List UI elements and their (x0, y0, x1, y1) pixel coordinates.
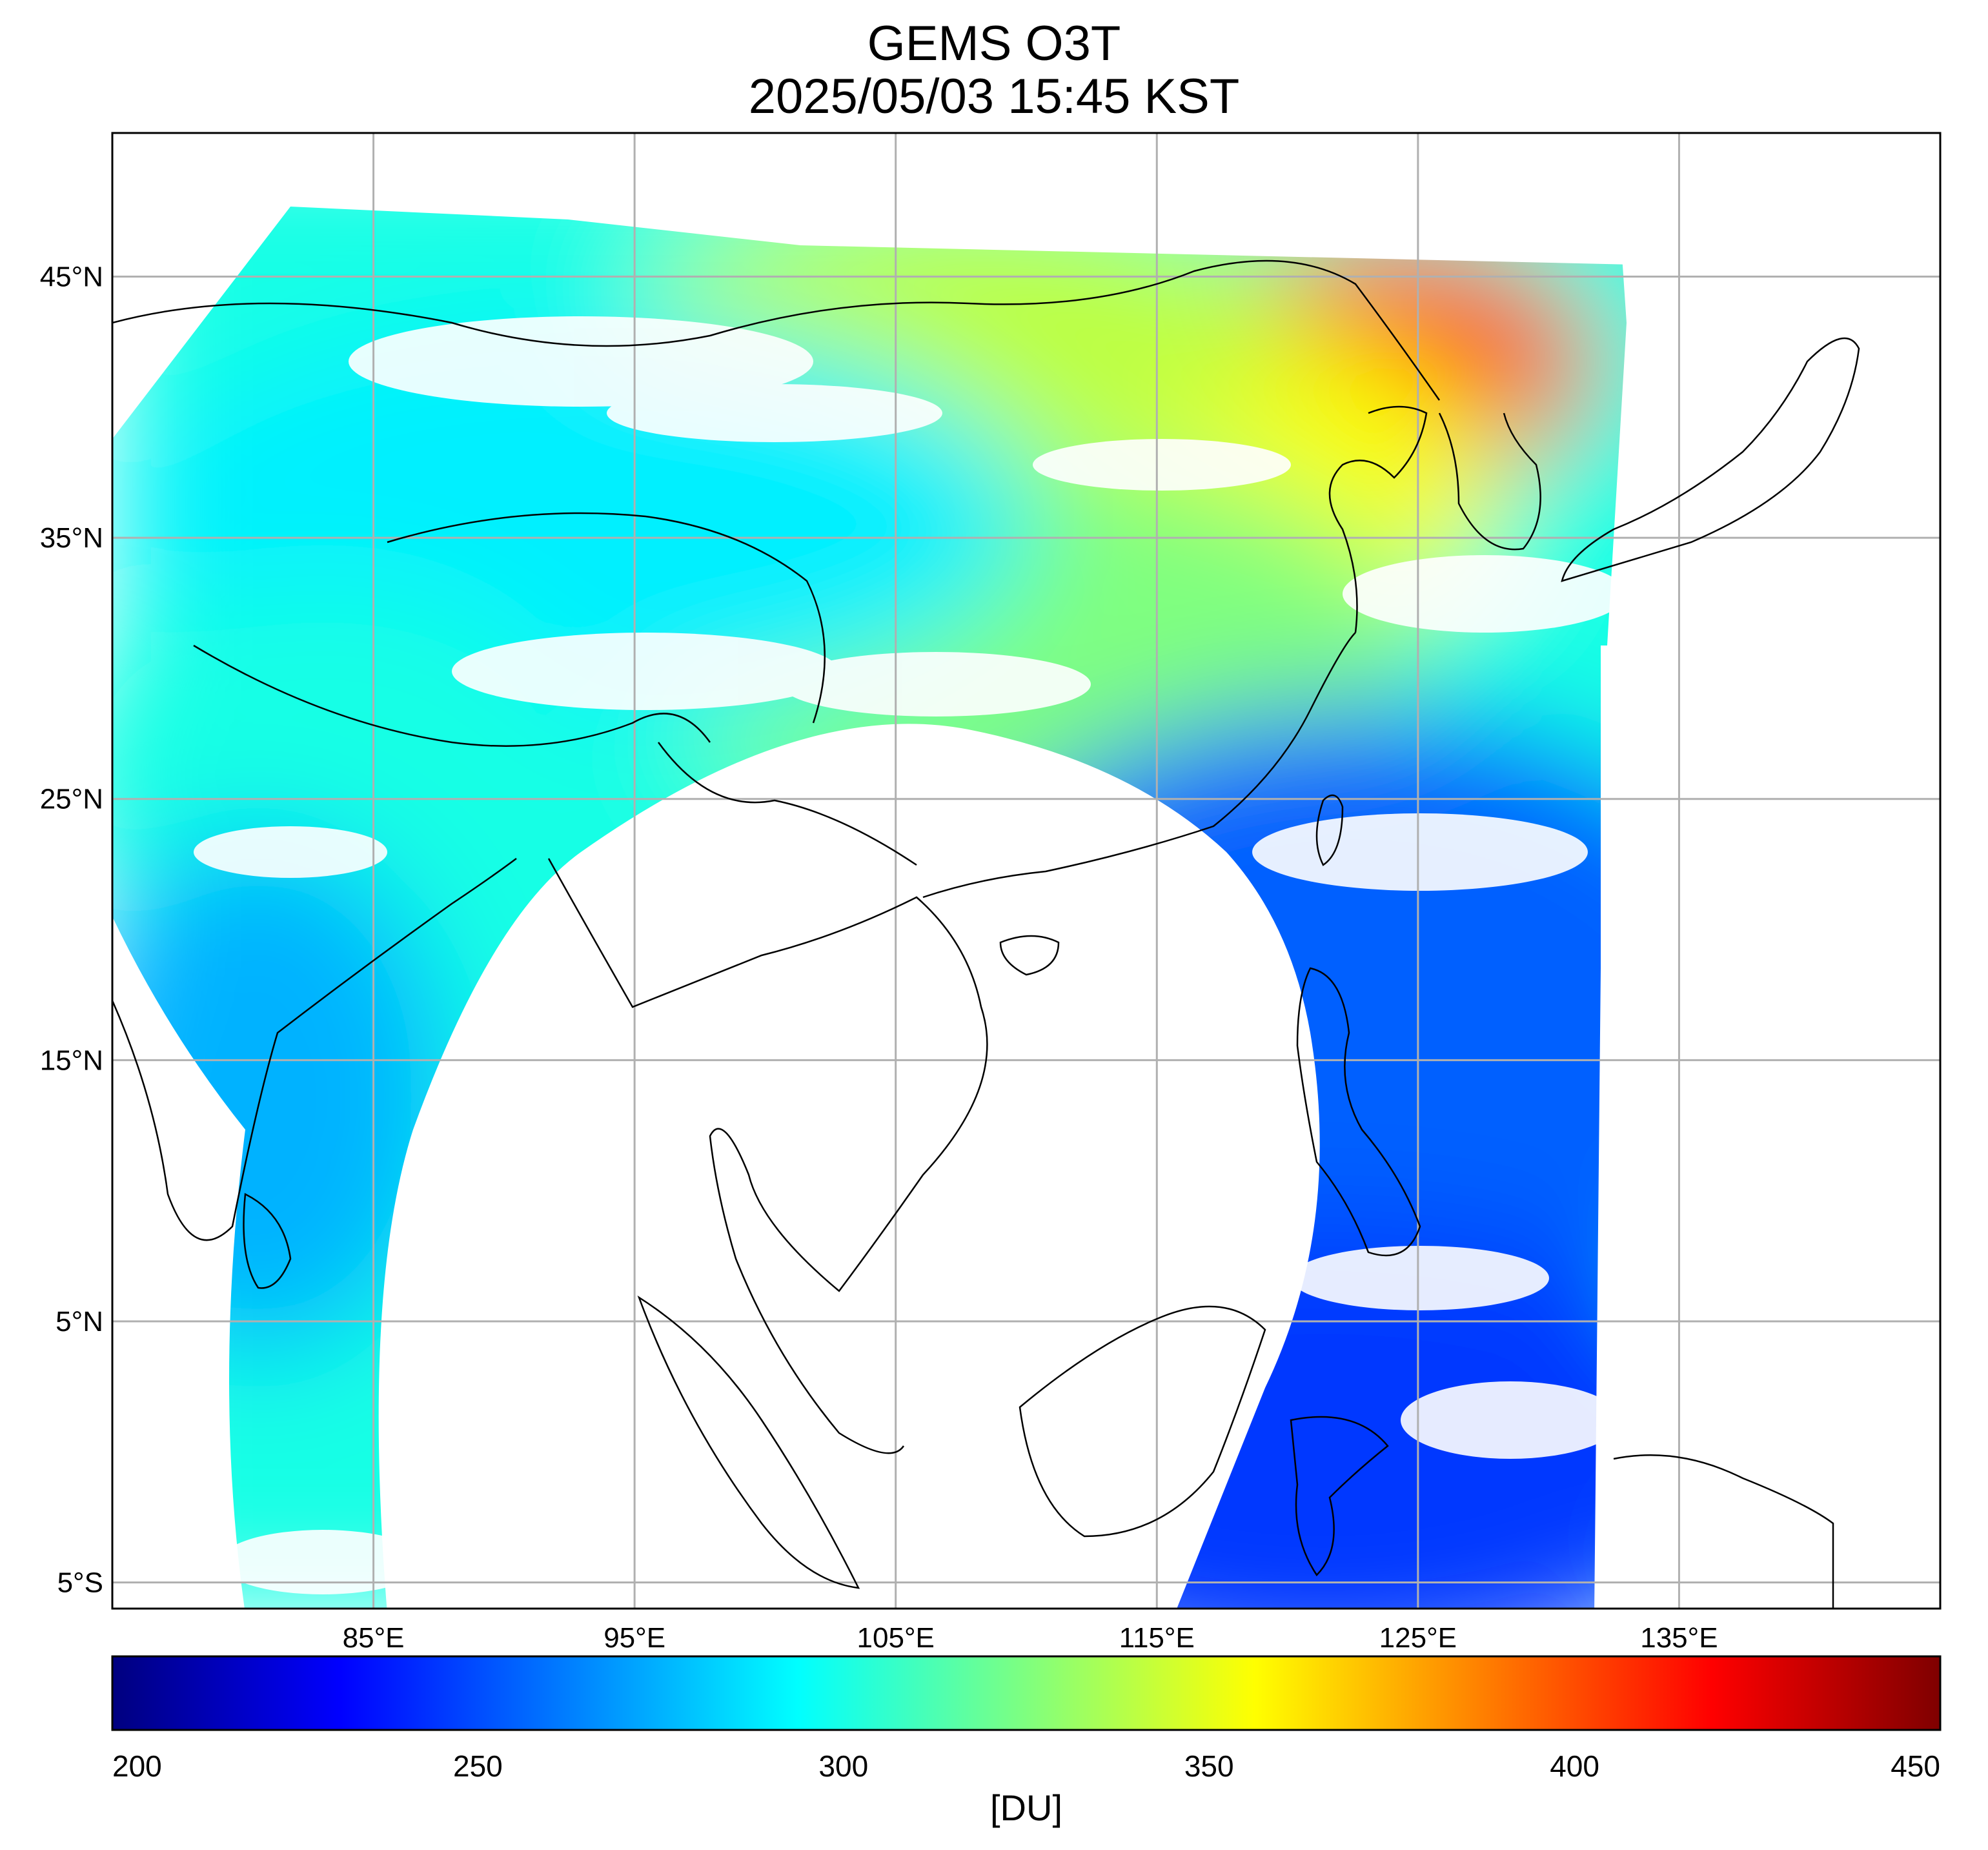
coastline-borneo (1019, 1305, 1266, 1538)
coastline-korea (1438, 412, 1541, 551)
coastline-taiwan (1315, 794, 1344, 866)
no-data-north (112, 133, 1940, 439)
latitude-labels: 45°N 35°N 25°N 15°N 5°N 5°S (40, 261, 103, 1599)
border-china-south (657, 742, 917, 866)
coastline-sumatra (637, 1295, 860, 1589)
map-title: GEMS O3T (867, 16, 1121, 71)
coastline-east-china (1328, 405, 1428, 633)
coastline-india (112, 857, 517, 1241)
map-datetime: 2025/05/03 15:45 KST (748, 69, 1240, 124)
coastline-indochina (547, 858, 988, 1454)
coastline-south-china (922, 632, 1356, 899)
border-tibet (387, 512, 826, 724)
ozone-field (112, 133, 1940, 1609)
coastline-hainan (999, 935, 1060, 976)
colorbar-tick-label: 200 (112, 1749, 162, 1783)
lat-tick-label: 45°N (40, 261, 103, 293)
colorbar-tick-label: 300 (818, 1749, 868, 1783)
colorbar-tick-label: 400 (1550, 1749, 1599, 1783)
coastline-new-guinea (1613, 1454, 1834, 1609)
lat-tick-label: 5°S (57, 1567, 103, 1599)
graticule (112, 133, 1940, 1609)
lat-tick-label: 35°N (40, 522, 103, 554)
map-frame (111, 132, 1942, 1610)
colorbar-unit: [DU] (990, 1787, 1062, 1828)
lat-tick-label: 25°N (40, 784, 103, 815)
lat-tick-label: 5°N (56, 1306, 103, 1337)
lon-tick-label: 125°E (1379, 1622, 1457, 1654)
colorbar-tick-label: 450 (1891, 1749, 1940, 1783)
lon-tick-label: 135°E (1640, 1622, 1718, 1654)
lon-tick-label: 115°E (1119, 1622, 1195, 1654)
coastline-japan (1561, 337, 1860, 582)
colorbar (111, 1655, 1942, 1731)
no-data-east (1594, 645, 1940, 1609)
no-data-region (378, 724, 1320, 1609)
coastline-sri-lanka (243, 1193, 292, 1289)
coastline-philippines (1296, 967, 1421, 1257)
lat-tick-label: 15°N (40, 1044, 103, 1076)
lon-tick-label: 85°E (343, 1622, 405, 1654)
coastline-sulawesi (1290, 1416, 1389, 1576)
colorbar-tick-label: 350 (1184, 1749, 1234, 1783)
colorbar-ticks: 200 250 300 350 400 450 (112, 1749, 1940, 1783)
colorbar-tick-label: 250 (453, 1749, 503, 1783)
border-himalaya (193, 644, 711, 747)
lon-tick-label: 105°E (857, 1622, 935, 1654)
coastlines (112, 259, 1860, 1609)
border-china-north (112, 259, 1441, 401)
lon-tick-label: 95°E (604, 1622, 665, 1654)
longitude-labels: 85°E 95°E 105°E 115°E 125°E 135°E (343, 1622, 1718, 1654)
